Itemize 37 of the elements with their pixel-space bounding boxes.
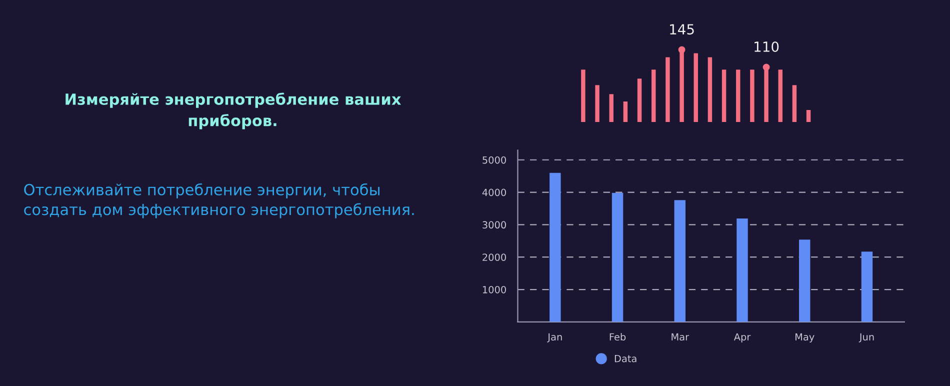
text: Измеряйте энергопотребление ваших приборов. <box>66 92 402 130</box>
bar <box>736 70 740 122</box>
bar <box>750 70 754 122</box>
x-tick-label: May <box>796 333 814 342</box>
bar <box>736 218 748 322</box>
bar <box>595 85 600 122</box>
y-tick-label: 1000 <box>482 286 506 294</box>
bar <box>792 85 797 122</box>
legend-label: Data <box>614 355 636 362</box>
bar <box>861 252 873 322</box>
bar <box>722 70 726 122</box>
y-tick-label: 4000 <box>482 188 506 196</box>
x-tick-label: Feb <box>610 333 626 341</box>
data-label: 145 <box>670 24 694 35</box>
bar <box>674 200 686 322</box>
x-tick-label: Apr <box>734 333 751 342</box>
bar <box>778 70 782 122</box>
x-tick-label: Jun <box>858 333 874 342</box>
data-label: 110 <box>754 41 779 52</box>
bar <box>806 110 811 122</box>
bar <box>637 78 642 122</box>
bar <box>623 102 628 122</box>
x-tick-label: Jan <box>547 333 562 342</box>
bar <box>708 57 712 122</box>
bar <box>694 53 698 122</box>
bar <box>612 192 624 322</box>
text: Отслеживайте потребление энергии, чтобы создать дом эффективного энергопотребления. <box>24 183 414 218</box>
y-tick-label: 3000 <box>482 221 506 229</box>
bar <box>581 70 586 122</box>
y-tick-label: 2000 <box>482 254 506 261</box>
x-tick-label: Mar <box>672 333 690 341</box>
bar <box>666 57 670 122</box>
bar <box>550 172 561 322</box>
y-tick-label: 5000 <box>482 156 506 164</box>
bar <box>609 94 614 122</box>
bar <box>652 70 656 122</box>
bar <box>799 240 810 322</box>
